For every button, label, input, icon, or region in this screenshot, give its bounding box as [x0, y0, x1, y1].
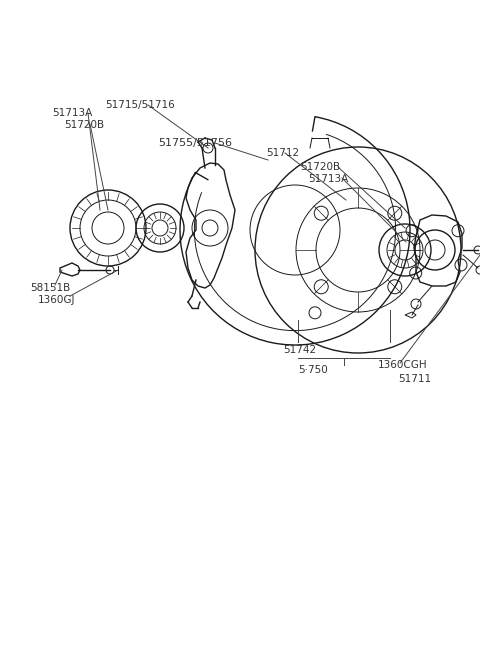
Text: 51720B: 51720B: [64, 120, 104, 130]
Text: 51713A: 51713A: [52, 108, 92, 118]
Text: 51715/51716: 51715/51716: [105, 100, 175, 110]
Text: 51711: 51711: [398, 374, 431, 384]
Text: 51755/51756: 51755/51756: [158, 138, 232, 148]
Text: 51742: 51742: [283, 345, 316, 355]
Text: 51713A: 51713A: [308, 174, 348, 184]
Text: 1360GJ: 1360GJ: [38, 295, 75, 305]
Text: 51712: 51712: [266, 148, 299, 158]
Text: 5·750: 5·750: [298, 365, 328, 375]
Text: 1360CGH: 1360CGH: [378, 360, 428, 370]
Text: 51720B: 51720B: [300, 162, 340, 172]
Text: 58151B: 58151B: [30, 283, 70, 293]
